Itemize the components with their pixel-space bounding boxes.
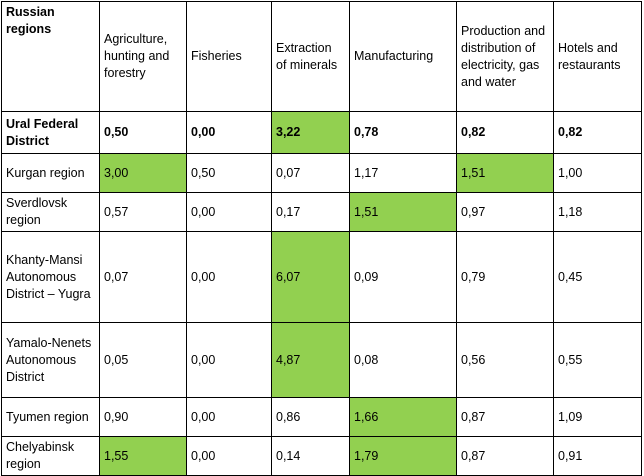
column-header-electricity: Production and distribution of electrici… xyxy=(456,1,554,112)
value-cell: 6,07 xyxy=(271,231,350,323)
value-cell: 1,18 xyxy=(553,192,642,232)
column-header-manufacturing: Manufacturing xyxy=(349,1,457,112)
region-name: Khanty-Mansi Autonomous District – Yugra xyxy=(1,231,100,323)
column-header-hotels: Hotels and restaurants xyxy=(553,1,642,112)
value-cell: 0,87 xyxy=(456,436,554,476)
value-cell: 0,87 xyxy=(456,397,554,437)
value-cell: 0,07 xyxy=(99,231,187,323)
table-row: Khanty-Mansi Autonomous District – Yugra… xyxy=(1,231,642,323)
value-cell: 0,00 xyxy=(186,192,272,232)
value-cell: 0,00 xyxy=(186,111,272,154)
value-cell: 1,51 xyxy=(349,192,457,232)
value-cell: 3,22 xyxy=(271,111,350,154)
value-cell: 0,82 xyxy=(456,111,554,154)
region-name: Ural Federal District xyxy=(1,111,100,154)
value-cell: 0,17 xyxy=(271,192,350,232)
table-row: Tyumen region 0,90 0,00 0,86 1,66 0,87 1… xyxy=(1,397,642,437)
value-cell: 0,91 xyxy=(553,436,642,476)
value-cell: 0,05 xyxy=(99,322,187,398)
value-cell: 4,87 xyxy=(271,322,350,398)
table-row: Kurgan region 3,00 0,50 0,07 1,17 1,51 1… xyxy=(1,153,642,193)
value-cell: 0,00 xyxy=(186,436,272,476)
value-cell: 1,17 xyxy=(349,153,457,193)
value-cell: 0,57 xyxy=(99,192,187,232)
value-cell: 0,55 xyxy=(553,322,642,398)
region-name: Tyumen region xyxy=(1,397,100,437)
value-cell: 0,07 xyxy=(271,153,350,193)
table-row: Sverdlovsk region 0,57 0,00 0,17 1,51 0,… xyxy=(1,192,642,232)
value-cell: 1,55 xyxy=(99,436,187,476)
table-row: Yamalo-Nenets Autonomous District 0,05 0… xyxy=(1,322,642,398)
value-cell: 1,00 xyxy=(553,153,642,193)
value-cell: 0,00 xyxy=(186,231,272,323)
value-cell: 0,79 xyxy=(456,231,554,323)
value-cell: 0,14 xyxy=(271,436,350,476)
region-name: Kurgan region xyxy=(1,153,100,193)
table-row: Ural Federal District 0,50 0,00 3,22 0,7… xyxy=(1,111,642,154)
value-cell: 1,66 xyxy=(349,397,457,437)
value-cell: 0,08 xyxy=(349,322,457,398)
value-cell: 1,09 xyxy=(553,397,642,437)
value-cell: 0,00 xyxy=(186,397,272,437)
value-cell: 0,78 xyxy=(349,111,457,154)
table-row: Chelyabinsk region 1,55 0,00 0,14 1,79 0… xyxy=(1,436,642,476)
value-cell: 1,51 xyxy=(456,153,554,193)
value-cell: 0,82 xyxy=(553,111,642,154)
region-column-header: Russian regions xyxy=(1,1,100,112)
header-row: Russian regions Agriculture, hunting and… xyxy=(1,1,642,112)
value-cell: 0,50 xyxy=(99,111,187,154)
value-cell: 0,50 xyxy=(186,153,272,193)
value-cell: 0,90 xyxy=(99,397,187,437)
region-name: Yamalo-Nenets Autonomous District xyxy=(1,322,100,398)
region-name: Chelyabinsk region xyxy=(1,436,100,476)
value-cell: 1,79 xyxy=(349,436,457,476)
value-cell: 0,97 xyxy=(456,192,554,232)
column-header-extraction: Extraction of minerals xyxy=(271,1,350,112)
value-cell: 0,00 xyxy=(186,322,272,398)
column-header-agriculture: Agriculture, hunting and forestry xyxy=(99,1,187,112)
region-name: Sverdlovsk region xyxy=(1,192,100,232)
value-cell: 0,09 xyxy=(349,231,457,323)
value-cell: 3,00 xyxy=(99,153,187,193)
value-cell: 0,45 xyxy=(553,231,642,323)
value-cell: 0,56 xyxy=(456,322,554,398)
value-cell: 0,86 xyxy=(271,397,350,437)
column-header-fisheries: Fisheries xyxy=(186,1,272,112)
